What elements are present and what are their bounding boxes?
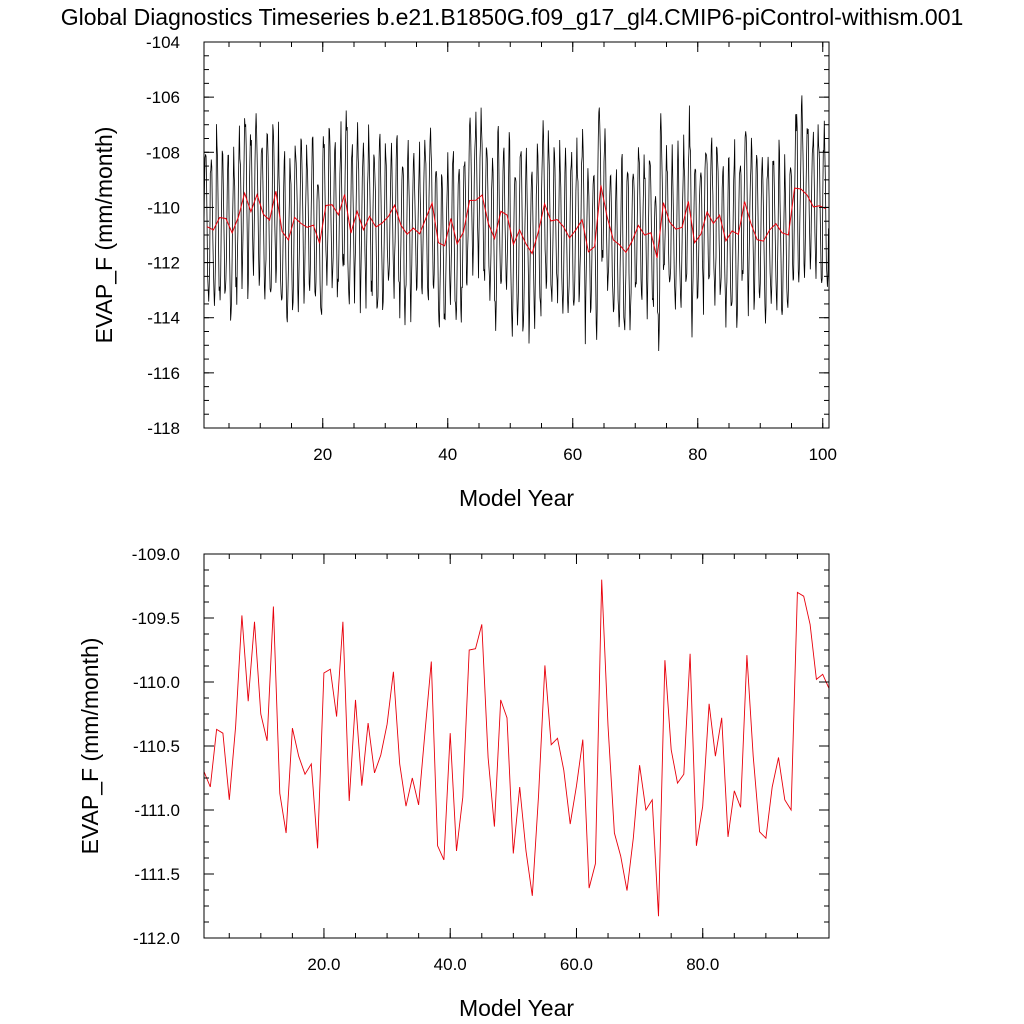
top-y-tick-label: -116 (147, 364, 180, 383)
top-x-tick-label: 80 (688, 445, 707, 464)
bottom-y-tick-label: -112.0 (133, 929, 180, 948)
bottom-y-tick-label: -111.5 (134, 865, 180, 884)
bottom-y-tick-label: -109.0 (132, 545, 180, 564)
top-y-tick-label: -108 (146, 143, 180, 162)
chart-title: Global Diagnostics Timeseries b.e21.B185… (60, 4, 964, 30)
bottom-plot-frame (203, 553, 830, 939)
top-y-tick-label: -118 (147, 419, 180, 438)
bottom-x-axis-title: Model Year (459, 995, 574, 1021)
top-ticks-layer: 20 40 60 80 100 -104 -106 -108 -110 -112 -114 -116 -… (146, 33, 837, 464)
annual-series-line-top (206, 185, 827, 259)
annual-series-line-bottom (204, 579, 829, 917)
bottom-x-tick-label: 20.0 (307, 955, 340, 974)
annual-timeseries-panel: 20.0 40.0 60.0 80.0 -109.0 -109.5 -110.0 -110.5… (77, 545, 830, 1021)
top-y-tick-label: -114 (147, 309, 180, 328)
top-x-tick-label: 100 (809, 445, 837, 464)
bottom-y-tick-label: -110.0 (133, 673, 180, 692)
bottom-y-tick-label: -110.5 (133, 737, 180, 756)
monthly-timeseries-panel: 20 40 60 80 100 -104 -106 -108 -110 -112 -114 -116 -… (91, 33, 837, 511)
top-y-tick-label: -112 (147, 254, 180, 273)
top-x-tick-label: 20 (313, 445, 332, 464)
bottom-x-tick-label: 60.0 (560, 955, 593, 974)
bottom-y-axis-title: EVAP_F (mm/month) (77, 638, 103, 855)
top-y-tick-label: -104 (146, 33, 180, 52)
top-y-tick-label: -106 (146, 88, 180, 107)
monthly-series-line (204, 95, 829, 352)
bottom-ticks-layer: 20.0 40.0 60.0 80.0 -109.0 -109.5 -110.0 -110.5… (132, 545, 830, 974)
top-series-layer (204, 95, 829, 352)
top-x-tick-label: 60 (563, 445, 582, 464)
top-x-axis-title: Model Year (459, 485, 574, 511)
top-plot-frame (203, 41, 830, 429)
bottom-y-tick-label: -111.0 (134, 801, 180, 820)
top-y-tick-label: -110 (147, 198, 180, 217)
top-y-axis-title: EVAP_F (mm/month) (91, 127, 117, 344)
bottom-x-tick-label: 40.0 (434, 955, 467, 974)
bottom-y-tick-label: -109.5 (132, 609, 180, 628)
bottom-x-tick-label: 80.0 (686, 955, 719, 974)
top-x-tick-label: 40 (438, 445, 457, 464)
bottom-series-layer (204, 579, 829, 917)
